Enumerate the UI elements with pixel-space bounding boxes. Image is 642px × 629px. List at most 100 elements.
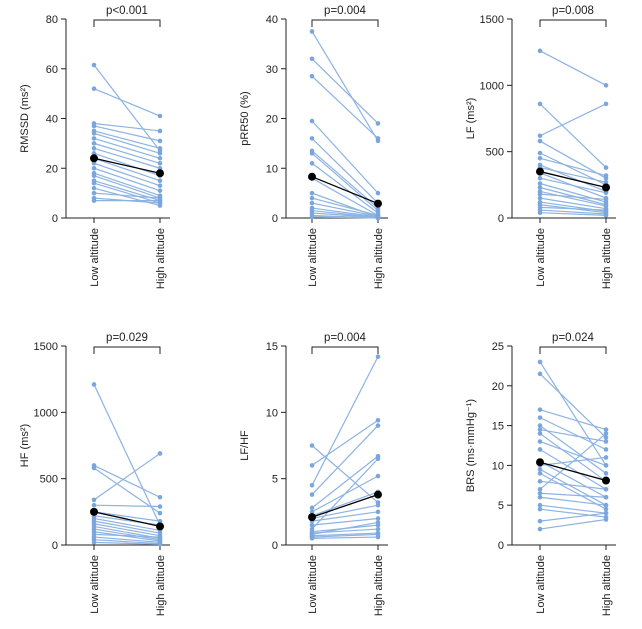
subject-line	[311, 197, 379, 217]
y-tick-label: 15	[266, 341, 278, 353]
subject-point	[603, 486, 609, 492]
subject-point	[375, 516, 381, 521]
y-tick-label: 500	[40, 474, 58, 486]
subject-line	[93, 467, 161, 514]
y-tick-label: 10	[266, 163, 278, 175]
subject-point	[157, 183, 163, 188]
subject-line	[539, 496, 607, 506]
panel-hf: 0 500 1000 1500 Low altitude High altitude HF …	[19, 332, 170, 616]
subject-line	[93, 533, 161, 538]
subject-point	[537, 156, 543, 161]
y-tick-label: 0	[52, 540, 58, 552]
subject-point	[375, 190, 381, 196]
subject-point	[157, 160, 163, 166]
y-axis-title: LF (ms²)	[465, 98, 477, 140]
subject-line	[539, 428, 607, 443]
subject-point	[157, 138, 163, 144]
y-tick-label: 40	[46, 114, 58, 126]
subject-line	[539, 508, 607, 518]
subject-line	[539, 518, 607, 530]
subject-point	[603, 165, 609, 170]
subject-point	[603, 455, 609, 460]
subject-point	[603, 190, 609, 196]
subject-point	[537, 371, 543, 377]
subject-point	[603, 435, 609, 440]
subject-point	[537, 133, 543, 139]
subject-point	[309, 136, 315, 141]
subject-line	[311, 137, 379, 204]
x-label-low-altitude: Low altitude	[307, 228, 319, 287]
panel-rmssd: 0 20 40 60 80 Low altitude High altitude RMSSD …	[19, 5, 170, 289]
subject-point	[603, 197, 609, 202]
subject-point	[537, 359, 543, 365]
panel-lf: 0 500 1000 1500 Low altitude High altitude LF …	[465, 5, 616, 289]
subject-line	[311, 445, 379, 504]
subject-point	[537, 506, 543, 512]
y-tick-label: 1500	[34, 341, 58, 353]
subject-line	[311, 536, 379, 539]
subject-line	[539, 512, 607, 522]
subject-line	[539, 448, 607, 490]
subject-point	[309, 73, 315, 79]
subject-line	[311, 58, 379, 124]
subject-line	[539, 103, 607, 137]
subject-point	[157, 451, 163, 456]
subject-line	[93, 130, 161, 149]
subject-point	[309, 190, 315, 196]
subject-point	[91, 540, 97, 545]
subject-line	[93, 175, 161, 199]
subject-point	[537, 138, 543, 144]
subject-point	[537, 447, 543, 452]
subject-line	[539, 186, 607, 206]
subject-line	[539, 177, 607, 194]
subject-point	[309, 29, 315, 34]
subject-line	[93, 64, 161, 152]
subject-line	[539, 504, 607, 514]
subject-point	[537, 471, 543, 476]
subject-line	[311, 152, 379, 211]
subject-point	[91, 136, 97, 141]
subject-line	[539, 440, 607, 466]
subject-point	[537, 415, 543, 420]
subject-line	[311, 517, 379, 526]
subject-point	[537, 502, 543, 508]
mean-point	[374, 490, 382, 499]
subject-line	[311, 120, 379, 194]
y-tick-label: 0	[272, 213, 278, 225]
subject-point	[91, 146, 97, 151]
subject-point	[603, 471, 609, 476]
subject-line	[311, 425, 379, 496]
subject-point	[91, 180, 97, 186]
y-tick-label: 0	[498, 540, 504, 552]
subject-point	[603, 431, 609, 436]
subject-point	[91, 62, 97, 68]
x-label-low-altitude: Low altitude	[535, 228, 547, 287]
subject-point	[91, 465, 97, 471]
subject-point	[91, 173, 97, 179]
mean-line	[93, 511, 161, 528]
mean-point	[156, 522, 164, 531]
mean-point	[156, 169, 164, 178]
subject-point	[537, 518, 543, 524]
subject-line	[311, 533, 379, 538]
significance-bracket	[93, 19, 161, 27]
y-tick-label: 40	[266, 14, 278, 26]
subject-line	[539, 409, 607, 431]
y-tick-label: 500	[486, 147, 504, 159]
subject-line	[539, 468, 607, 506]
subject-line	[539, 212, 607, 216]
subject-line	[311, 458, 379, 530]
subject-line	[93, 142, 161, 164]
subject-point	[537, 494, 543, 500]
subject-point	[309, 160, 315, 166]
subject-line	[311, 532, 379, 537]
subject-line	[539, 433, 607, 482]
subject-line	[93, 172, 161, 197]
subject-line	[539, 190, 607, 207]
subject-line	[539, 209, 607, 215]
subject-point	[603, 439, 609, 444]
subject-point	[603, 101, 609, 107]
panel-lfhf: 0 5 10 15 Low altitude High altitude LF/HF p=0.…	[239, 332, 388, 616]
subject-point	[537, 479, 543, 484]
subject-line	[311, 455, 379, 509]
